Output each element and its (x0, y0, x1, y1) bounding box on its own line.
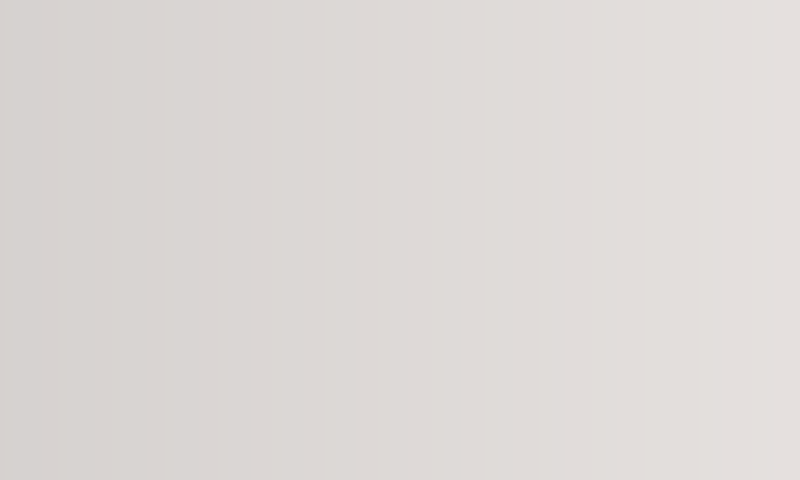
FancyBboxPatch shape (84, 132, 180, 147)
Ellipse shape (384, 210, 608, 433)
Text: 75%: 75% (470, 144, 522, 164)
Text: Salaries Distribution: Salaries Distribution (140, 221, 374, 240)
Text: 50%: 50% (471, 230, 521, 250)
FancyBboxPatch shape (84, 102, 180, 177)
Text: explorer: explorer (252, 12, 345, 31)
Text: of employees earn
49,300 DKK or less: of employees earn 49,300 DKK or less (417, 163, 575, 204)
Text: Almost everyone earns
71,100 DKK or less: Almost everyone earns 71,100 DKK or less (395, 63, 597, 105)
Ellipse shape (144, 0, 800, 480)
FancyBboxPatch shape (113, 102, 128, 177)
Text: of employees earn
43,100 DKK or less: of employees earn 43,100 DKK or less (420, 252, 572, 287)
Text: of employees
earn less than
35,500: of employees earn less than 35,500 (442, 331, 550, 384)
Text: Information Technology: Information Technology (140, 294, 378, 312)
Text: 25%: 25% (473, 308, 519, 327)
Text: 100%: 100% (459, 38, 533, 62)
Text: .com: .com (330, 12, 383, 31)
Ellipse shape (312, 123, 680, 480)
Text: Copenhagen: Copenhagen (140, 255, 258, 275)
Text: * Average Monthly Salary: * Average Monthly Salary (140, 330, 299, 344)
Text: salary: salary (184, 12, 250, 31)
Ellipse shape (232, 29, 760, 480)
